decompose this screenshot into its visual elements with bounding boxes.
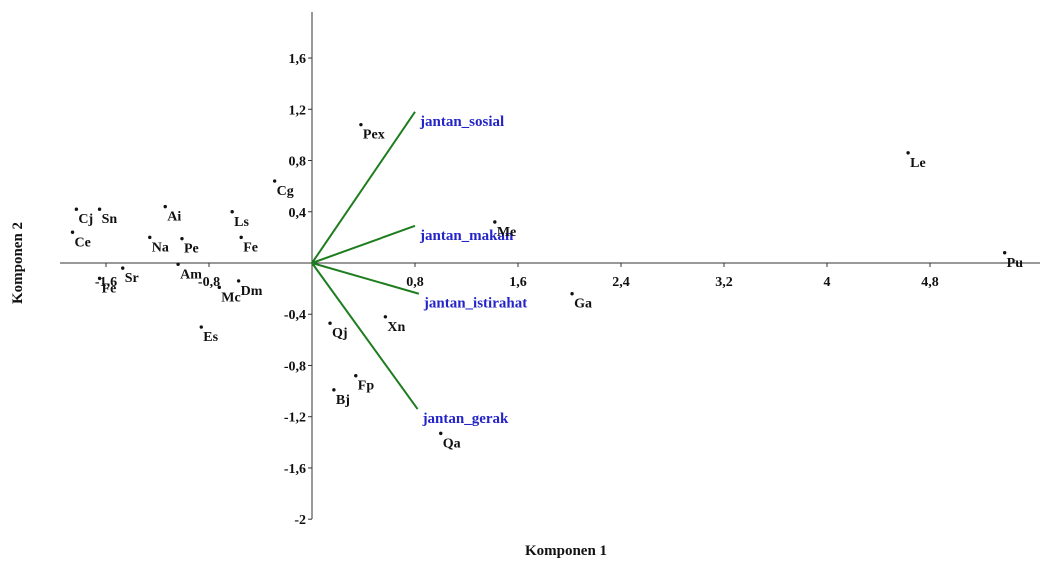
x-tick-label: 4,8 [921,275,939,290]
point-label-Qa: Qa [443,436,461,451]
vector-jantan_istirahat [311,262,420,295]
y-tick-label: -1,2 [284,411,306,426]
point-label-Fe: Fe [102,281,117,296]
point-Pu [1002,251,1007,255]
point-label-Pu: Pu [1007,256,1024,271]
x-tick-label: 1,6 [509,275,527,290]
y-tick-label: -0,8 [284,359,306,374]
point-Es [199,325,203,329]
score-points: Pex Le Pu Cg Cj Sn Ai Ls Ce Na Pe Fe Me Sr Fe Am Mc Dm Ga X… [70,122,1024,451]
y-tick-label: -0,4 [284,308,306,323]
point-Mc [217,285,221,290]
y-tick-label: 0,4 [289,206,307,221]
x-tick-label: 4 [824,275,831,290]
point-Dm [236,279,241,283]
y-tick-label: 1,6 [289,52,307,67]
x-tick-label: -0,8 [198,275,220,290]
point-Fe [97,276,102,281]
vector-jantan_gerak [311,262,419,410]
point-label-Pe: Pe [184,242,199,257]
point-label-Le: Le [910,156,926,171]
point-label-Ga: Ga [574,297,592,312]
point-Pex [359,122,363,127]
axes: -1,6 -0,8 0,8 1,6 2,4 3,2 4 4,8 1,6 1,2 0,8 0,4 -0,4… [60,12,1040,528]
point-label-Sr: Sr [125,271,139,286]
x-tick-label: 0,8 [406,275,424,290]
point-label-Cj: Cj [78,212,93,227]
point-label-Qj: Qj [332,326,348,341]
point-Qa [439,431,443,436]
x-tick-label: 3,2 [715,275,733,290]
vector-jantan_makan [311,224,416,264]
vector-label-jantan_gerak: jantan_gerak [422,411,509,427]
point-label-Ai: Ai [167,210,181,225]
point-Sn [97,207,102,211]
point-label-Dm: Dm [241,284,263,299]
y-tick-label: 0,8 [289,155,307,170]
point-label-Mc: Mc [221,290,240,305]
point-Cg [272,179,277,183]
x-axis-title: Komponen 1 [525,543,607,559]
point-label-Me: Me [497,225,516,240]
point-Me [493,220,497,224]
point-Ce [70,230,75,234]
vector-label-jantan_makan: jantan_makan [419,228,514,244]
loading-vectors: jantan_sosial jantan_makan jantan_istiraha… [311,111,527,427]
point-label-Cg: Cg [277,184,294,199]
point-Am [176,262,180,266]
point-label-Es: Es [203,330,218,345]
point-label-Ce: Ce [75,235,91,250]
vector-label-jantan_istirahat: jantan_istirahat [423,296,527,312]
point-label-Sn: Sn [102,212,118,227]
point-label-Fp: Fp [358,379,375,394]
y-axis-title: Komponen 2 [10,222,26,304]
point-label-Bj: Bj [336,393,350,408]
x-tick-label: 2,4 [612,275,630,290]
point-Le [906,151,910,155]
point-Xn [383,315,388,319]
y-tick-label: 1,2 [289,103,307,118]
point-label-Fe: Fe [243,240,258,255]
y-tick-label: -1,6 [284,462,306,477]
point-label-Pex: Pex [363,128,385,143]
y-tick-label: -2 [294,513,306,528]
point-label-Xn: Xn [387,320,405,335]
point-Fp [354,374,358,378]
point-label-Ls: Ls [234,215,249,230]
vector-jantan_sosial [311,111,416,264]
point-label-Am: Am [180,267,202,282]
point-Sr [121,266,125,270]
point-Na [148,235,152,240]
point-Ls [230,210,234,214]
point-Cj [74,207,79,211]
vector-label-jantan_sosial: jantan_sosial [419,114,504,130]
point-Ga [570,292,574,296]
point-label-Na: Na [152,240,169,255]
point-Qj [328,321,332,325]
point-Fe [239,235,243,240]
point-Ai [163,204,167,209]
point-Bj [332,388,336,392]
point-Pe [180,236,184,241]
